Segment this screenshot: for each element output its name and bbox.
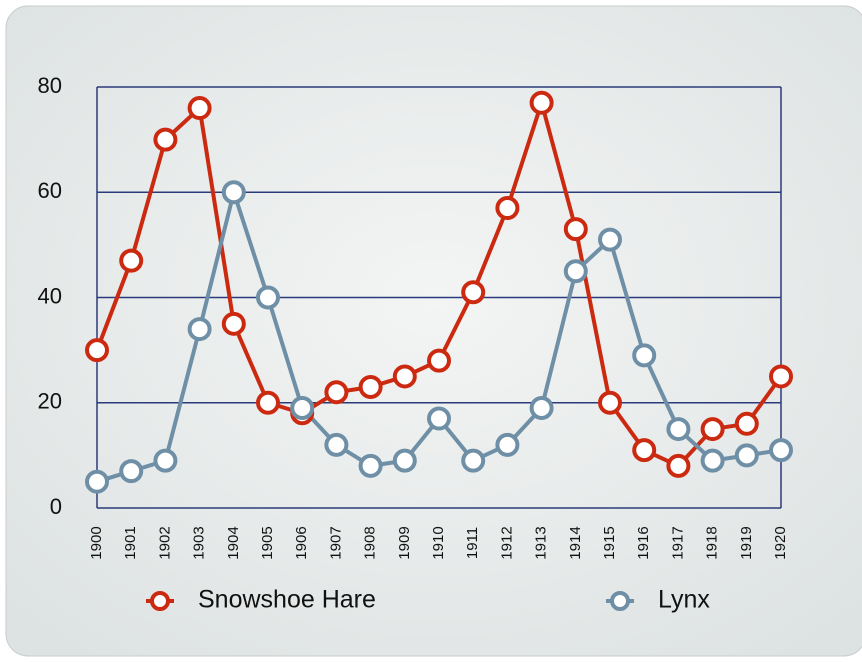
panel (5, 5, 862, 657)
data-point (632, 438, 657, 463)
data-point (187, 96, 212, 121)
data-point (256, 285, 280, 310)
data-point (529, 90, 554, 115)
y-tick-label: 60 (38, 178, 62, 203)
x-tick-label: 1900 (88, 526, 105, 559)
data-point (598, 227, 622, 252)
data-point (563, 217, 588, 242)
data-point (769, 438, 793, 463)
data-point (187, 317, 212, 342)
x-tick-label: 1914 (567, 526, 584, 559)
x-tick-label: 1906 (293, 526, 310, 559)
x-tick-label: 1908 (362, 526, 379, 559)
data-point (85, 469, 109, 494)
x-tick-label: 1909 (396, 526, 413, 559)
data-point (358, 453, 383, 478)
x-tick-label: 1904 (225, 526, 242, 559)
data-point (769, 364, 793, 389)
data-point (427, 348, 451, 373)
data-point (119, 459, 144, 484)
data-point (221, 311, 246, 336)
data-point (598, 390, 622, 415)
data-point (85, 338, 109, 363)
x-tick-label: 1907 (327, 526, 344, 559)
y-tick-label: 20 (38, 389, 62, 414)
data-point (563, 259, 588, 284)
data-point (495, 432, 520, 457)
data-point (221, 180, 246, 205)
data-point (153, 448, 178, 473)
x-tick-label: 1913 (533, 526, 550, 559)
y-tick-label: 40 (38, 283, 62, 308)
x-tick-label: 1902 (156, 526, 173, 559)
x-tick-label: 1919 (738, 526, 755, 559)
data-point (256, 390, 280, 415)
legend-swatch (610, 591, 630, 611)
legend-label: Snowshoe Hare (198, 586, 376, 614)
data-point (392, 448, 417, 473)
y-tick-label: 80 (38, 73, 62, 98)
legend-swatch (150, 591, 170, 611)
x-tick-label: 1910 (430, 526, 447, 559)
data-point (632, 343, 657, 368)
x-tick-label: 1905 (259, 526, 276, 559)
data-point (734, 411, 759, 436)
x-tick-label: 1911 (464, 527, 481, 559)
x-tick-label: 1917 (669, 526, 686, 559)
data-point (734, 443, 759, 468)
data-point (529, 396, 554, 421)
data-point (700, 417, 725, 442)
data-point (666, 453, 691, 478)
x-tick-label: 1915 (601, 526, 618, 559)
data-point (358, 374, 383, 399)
legend-label: Lynx (658, 586, 710, 614)
data-point (700, 448, 725, 473)
x-tick-label: 1912 (498, 526, 515, 559)
data-point (461, 448, 486, 473)
data-point (392, 364, 417, 389)
data-point (324, 432, 349, 457)
x-tick-label: 1901 (122, 526, 139, 559)
data-point (290, 396, 315, 421)
x-tick-label: 1903 (191, 526, 208, 559)
data-point (119, 248, 144, 273)
data-point (495, 196, 520, 221)
data-point (153, 127, 178, 152)
x-tick-label: 1918 (704, 526, 721, 559)
data-point (666, 417, 691, 442)
data-point (461, 280, 486, 305)
data-point (427, 406, 451, 431)
x-tick-label: 1920 (772, 526, 789, 559)
data-point (324, 380, 349, 405)
x-tick-label: 1916 (635, 526, 652, 559)
y-tick-label: 0 (50, 494, 62, 519)
